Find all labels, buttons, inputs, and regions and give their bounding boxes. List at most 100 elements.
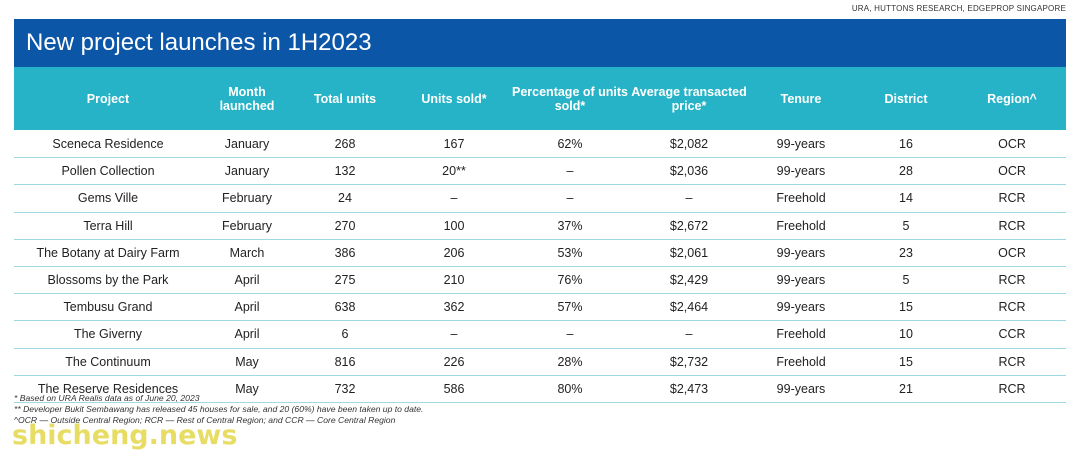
cell-month-launched: February: [221, 218, 273, 233]
cell-district: 28: [899, 164, 913, 179]
cell-tenure: 99-years: [776, 273, 826, 288]
header-tenure: Tenure: [780, 91, 822, 106]
cell-percentage-sold: 28%: [557, 354, 583, 369]
cell-month-launched: March: [229, 245, 265, 260]
cell-units-sold: 362: [443, 300, 465, 315]
cell-tenure: 99-years: [776, 245, 826, 260]
cell-percentage-sold: –: [566, 327, 574, 342]
cell-total-units: 24: [338, 191, 352, 206]
cell-percentage-sold: 76%: [557, 273, 583, 288]
cell-district: 5: [902, 218, 910, 233]
cell-district: 15: [899, 354, 913, 369]
cell-month-launched: April: [234, 300, 260, 315]
cell-project: Blossoms by the Park: [47, 273, 169, 288]
cell-total-units: 275: [334, 273, 356, 288]
table-row: The Reserve Residences May 732 586 80% $2,473…: [14, 376, 1066, 403]
cell-tenure: 99-years: [776, 164, 826, 179]
cell-project: Gems Ville: [77, 191, 139, 206]
cell-district: 14: [899, 191, 913, 206]
watermark: shicheng.news: [12, 420, 238, 451]
cell-tenure: 99-years: [776, 381, 826, 396]
cell-units-sold: 210: [443, 273, 465, 288]
cell-project: The Giverny: [73, 327, 143, 342]
cell-units-sold: 206: [443, 245, 465, 260]
cell-district: 5: [902, 273, 910, 288]
cell-percentage-sold: 37%: [557, 218, 583, 233]
header-district: District: [884, 91, 928, 106]
header-project: Project: [86, 91, 130, 106]
cell-average-price: $2,036: [669, 164, 709, 179]
cell-total-units: 132: [334, 164, 356, 179]
table-header: Project Month launched Total units Units…: [14, 67, 1066, 130]
cell-tenure: Freehold: [776, 354, 826, 369]
cell-district: 21: [899, 381, 913, 396]
cell-month-launched: April: [234, 273, 260, 288]
cell-month-launched: January: [224, 137, 270, 152]
cell-project: The Reserve Residences: [37, 381, 179, 396]
footnote: ^OCR — Outside Central Region; RCR — Res…: [14, 415, 396, 425]
cell-total-units: 6: [341, 327, 349, 342]
cell-project: The Continuum: [65, 354, 151, 369]
table-row: The Continuum May 816 226 28% $2,732 Freehold 1…: [14, 349, 1066, 376]
cell-average-price: $2,672: [669, 218, 709, 233]
cell-tenure: Freehold: [776, 218, 826, 233]
table-row: Blossoms by the Park April 275 210 76% $2,429…: [14, 267, 1066, 295]
cell-month-launched: February: [221, 191, 273, 206]
cell-tenure: Freehold: [776, 191, 826, 206]
table-row: Tembusu Grand April 638 362 57% $2,464 99-year…: [14, 294, 1066, 322]
cell-month-launched: May: [235, 354, 259, 369]
cell-district: 23: [899, 245, 913, 260]
cell-tenure: 99-years: [776, 137, 826, 152]
cell-total-units: 270: [334, 218, 356, 233]
cell-average-price: $2,473: [669, 381, 709, 396]
cell-units-sold: 167: [443, 137, 465, 152]
cell-average-price: –: [685, 327, 693, 342]
header-month-launched: Month launched: [219, 84, 275, 113]
table-row: Sceneca Residence January 268 167 62% $2,082 9…: [14, 131, 1066, 159]
cell-average-price: $2,082: [669, 137, 709, 152]
cell-district: 10: [899, 327, 913, 342]
cell-units-sold: –: [450, 327, 458, 342]
cell-project: Tembusu Grand: [63, 300, 153, 315]
page-title: New project launches in 1H2023: [26, 29, 372, 56]
cell-tenure: Freehold: [776, 327, 826, 342]
table-row: Gems Ville February 24 – – – Freehold 14 RCR: [14, 185, 1066, 213]
header-total-units: Total units: [313, 91, 377, 106]
cell-total-units: 386: [334, 245, 356, 260]
cell-total-units: 732: [334, 381, 356, 396]
cell-percentage-sold: 80%: [557, 381, 583, 396]
cell-region: CCR: [998, 327, 1026, 342]
cell-district: 16: [899, 137, 913, 152]
table-row: Terra Hill February 270 100 37% $2,672 Freehol…: [14, 213, 1066, 240]
table-row: The Giverny April 6 – – – Freehold 10 CCR: [14, 321, 1066, 349]
cell-total-units: 816: [334, 354, 356, 369]
header-average-price: Average transacted price*: [631, 84, 747, 113]
cell-region: OCR: [998, 245, 1026, 260]
cell-district: 15: [899, 300, 913, 315]
source-credit: URA, HUTTONS RESEARCH, EDGEPROP SINGAPOR…: [851, 4, 1066, 13]
cell-units-sold: 100: [443, 218, 465, 233]
cell-units-sold: 20**: [442, 164, 466, 179]
cell-region: RCR: [998, 218, 1026, 233]
cell-average-price: –: [685, 191, 693, 206]
title-bar: New project launches in 1H2023: [14, 19, 1066, 67]
cell-average-price: $2,464: [669, 300, 709, 315]
cell-project: Sceneca Residence: [52, 137, 164, 152]
cell-units-sold: –: [450, 191, 458, 206]
footnote: ** Developer Bukit Sembawang has release…: [14, 404, 424, 414]
table-row: Pollen Collection January 132 20** – $2,036 99…: [14, 158, 1066, 186]
cell-project: The Botany at Dairy Farm: [36, 245, 180, 260]
cell-region: RCR: [998, 300, 1026, 315]
cell-percentage-sold: 53%: [557, 245, 583, 260]
footnotes: * Based on URA Realis data as of June 20…: [14, 393, 423, 426]
table-row: The Botany at Dairy Farm March 386 206 53% $2…: [14, 240, 1066, 267]
cell-month-launched: January: [224, 164, 270, 179]
cell-percentage-sold: 62%: [557, 137, 583, 152]
cell-region: RCR: [998, 273, 1026, 288]
header-units-sold: Units sold*: [421, 91, 487, 106]
header-region: Region^: [987, 91, 1037, 106]
cell-project: Pollen Collection: [61, 164, 155, 179]
cell-percentage-sold: –: [566, 191, 574, 206]
cell-units-sold: 586: [443, 381, 465, 396]
cell-project: Terra Hill: [83, 218, 133, 233]
